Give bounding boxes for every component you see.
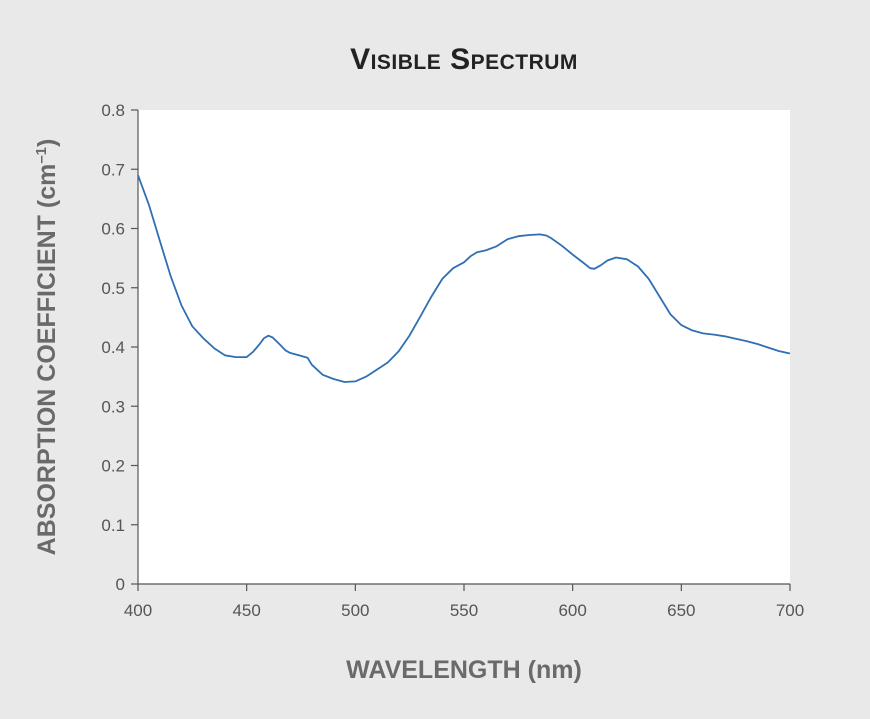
y-tick-label: 0.5 bbox=[101, 279, 125, 298]
y-tick-label: 0.4 bbox=[101, 338, 125, 357]
x-tick-label: 550 bbox=[450, 601, 478, 620]
y-tick-label: 0.7 bbox=[101, 160, 125, 179]
x-tick-label: 650 bbox=[667, 601, 695, 620]
x-tick-label: 400 bbox=[124, 601, 152, 620]
y-tick-label: 0.2 bbox=[101, 457, 125, 476]
x-tick-label: 700 bbox=[776, 601, 804, 620]
y-tick-label: 0.8 bbox=[101, 101, 125, 120]
y-axis-label-superscript: –1 bbox=[33, 147, 50, 164]
axes: 0 0.1 0.2 0.3 0.4 0.5 0.6 0.7 0.8 400 450 500 550 600… bbox=[101, 101, 804, 620]
x-tick-label: 450 bbox=[232, 601, 260, 620]
series-line-0 bbox=[137, 174, 791, 383]
x-axis-label: WAVELENGTH (nm) bbox=[346, 656, 582, 684]
y-axis-label-close: ) bbox=[33, 139, 61, 147]
y-axis-label-main: ABSORPTION COEFFICIENT (cm bbox=[33, 164, 61, 556]
y-tick-label: 0 bbox=[116, 575, 125, 594]
x-tick-label: 600 bbox=[558, 601, 586, 620]
y-tick-label: 0.1 bbox=[101, 516, 125, 535]
y-tick-label: 0.6 bbox=[101, 220, 125, 239]
chart-title: Visible Spectrum bbox=[350, 43, 578, 76]
plot-area bbox=[138, 110, 790, 584]
y-tick-label: 0.3 bbox=[101, 397, 125, 416]
y-axis-label: ABSORPTION COEFFICIENT (cm–1) bbox=[33, 139, 61, 556]
series-layer bbox=[137, 174, 791, 383]
x-tick-label: 500 bbox=[341, 601, 369, 620]
